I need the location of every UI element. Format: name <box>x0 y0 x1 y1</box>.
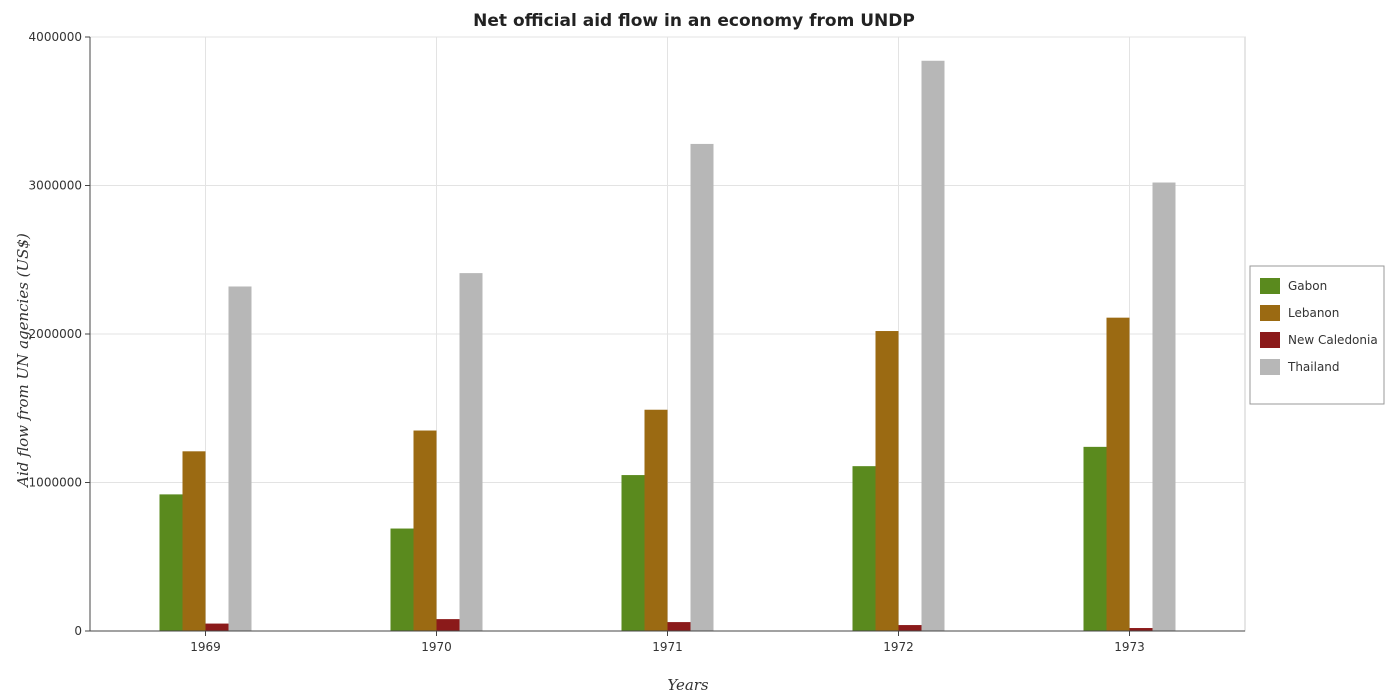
legend-swatch <box>1260 332 1280 348</box>
bar-gabon-1970 <box>390 528 414 631</box>
legend-label: Gabon <box>1288 279 1327 293</box>
plot-area: 0 1000000 2000000 3000000 4000000 1969 1970 197… <box>29 30 1246 654</box>
bar-lebanon-1971 <box>644 409 668 631</box>
legend: Gabon Lebanon New Caledonia Thailand <box>1249 265 1385 405</box>
bar-thailand-1970 <box>459 273 483 631</box>
x-tick-label: 1972 <box>883 640 914 654</box>
y-tick-label: 1000000 <box>29 476 82 490</box>
legend-label: New Caledonia <box>1288 333 1378 347</box>
bar-gabon-1973 <box>1083 446 1107 631</box>
bar-new-caledonia-1971 <box>667 622 691 631</box>
bar-lebanon-1969 <box>182 451 206 631</box>
bar-thailand-1972 <box>921 60 945 631</box>
legend-swatch <box>1260 359 1280 375</box>
legend-swatch <box>1260 305 1280 321</box>
bar-new-caledonia-1973 <box>1129 628 1153 631</box>
legend-label: Thailand <box>1287 360 1340 374</box>
y-tick-label: 2000000 <box>29 327 82 341</box>
bar-new-caledonia-1970 <box>436 619 460 631</box>
bar-new-caledonia-1972 <box>898 625 922 631</box>
y-tick-label: 0 <box>74 624 82 638</box>
y-axis-label: Aid flow from UN agencies (US$) <box>14 233 32 489</box>
bar-new-caledonia-1969 <box>205 623 229 631</box>
bar-lebanon-1973 <box>1106 317 1130 631</box>
chart-title: Net official aid flow in an economy from… <box>473 11 915 31</box>
bar-lebanon-1970 <box>413 430 437 631</box>
y-tick-label: 3000000 <box>29 179 82 193</box>
x-tick-label: 1969 <box>190 640 221 654</box>
bar-gabon-1972 <box>852 466 876 631</box>
bar-thailand-1971 <box>690 143 714 632</box>
x-tick-label: 1970 <box>421 640 452 654</box>
legend-label: Lebanon <box>1288 306 1339 320</box>
x-tick-label: 1973 <box>1114 640 1145 654</box>
bar-thailand-1969 <box>228 286 252 631</box>
bar-gabon-1969 <box>159 494 183 631</box>
x-axis-label: Years <box>667 676 709 694</box>
bar-thailand-1973 <box>1152 182 1176 631</box>
y-tick-label: 4000000 <box>29 30 82 44</box>
x-tick-label: 1971 <box>652 640 683 654</box>
legend-swatch <box>1260 278 1280 294</box>
bar-gabon-1971 <box>621 475 645 631</box>
bar-lebanon-1972 <box>875 331 899 631</box>
